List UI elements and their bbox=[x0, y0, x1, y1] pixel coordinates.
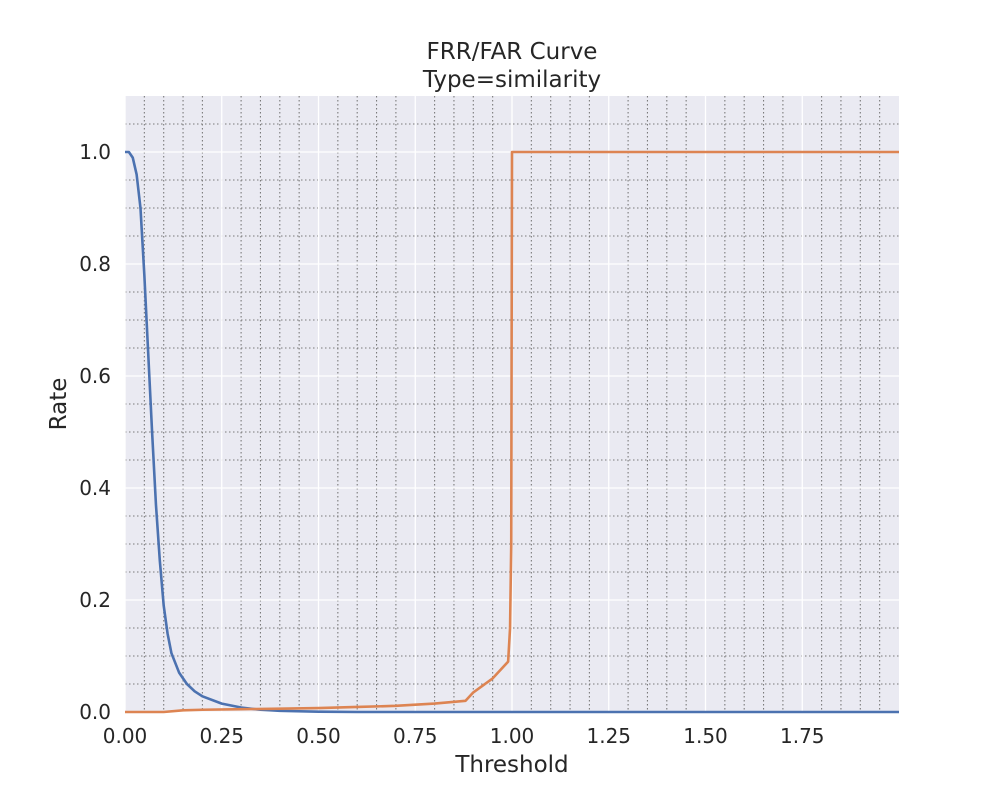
y-axis-label: Rate bbox=[46, 378, 72, 431]
series-lines bbox=[125, 150, 899, 714]
x-axis-label: Threshold bbox=[454, 752, 568, 778]
x-tick-label: 1.75 bbox=[780, 724, 825, 748]
y-tick-labels: 0.0 0.2 0.4 0.6 0.8 1.0 bbox=[79, 140, 111, 724]
y-tick-label: 0.6 bbox=[79, 364, 111, 388]
x-tick-label: 0.25 bbox=[199, 724, 244, 748]
frr-series-line bbox=[125, 150, 899, 714]
x-tick-labels: 0.00 0.25 0.50 0.75 1.00 1.25 1.50 1.75 bbox=[103, 724, 825, 748]
grid bbox=[124, 96, 899, 713]
y-tick-label: 0.4 bbox=[79, 476, 111, 500]
x-tick-label: 1.50 bbox=[683, 724, 728, 748]
x-tick-label: 0.50 bbox=[296, 724, 341, 748]
y-tick-label: 1.0 bbox=[79, 140, 111, 164]
y-tick-label: 0.0 bbox=[79, 700, 111, 724]
far-series-line bbox=[125, 150, 899, 714]
x-tick-label: 0.00 bbox=[103, 724, 148, 748]
y-tick-label: 0.8 bbox=[79, 252, 111, 276]
x-tick-label: 1.25 bbox=[586, 724, 631, 748]
chart-title: FRR/FAR Curve bbox=[427, 39, 598, 65]
chart-subtitle: Type=similarity bbox=[422, 67, 601, 93]
x-tick-label: 0.75 bbox=[393, 724, 438, 748]
x-tick-label: 1.00 bbox=[490, 724, 535, 748]
y-tick-label: 0.2 bbox=[79, 588, 111, 612]
